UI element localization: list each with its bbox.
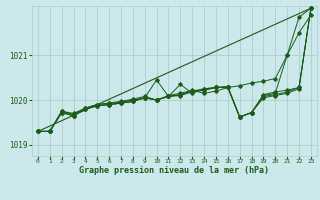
X-axis label: Graphe pression niveau de la mer (hPa): Graphe pression niveau de la mer (hPa) [79, 166, 269, 175]
